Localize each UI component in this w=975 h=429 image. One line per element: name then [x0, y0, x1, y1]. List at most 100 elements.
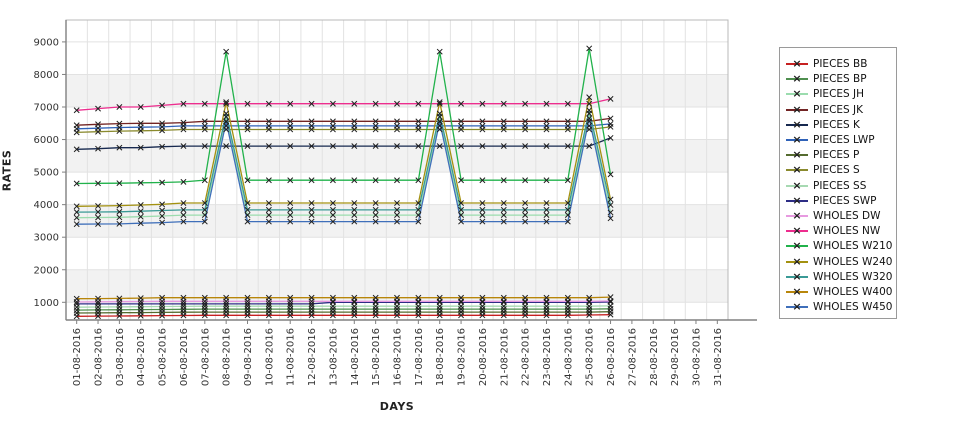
data-marker: [159, 207, 166, 214]
data-marker: [265, 177, 272, 184]
x-tick-label: 21-08-2016: [499, 328, 510, 386]
data-marker: [458, 309, 465, 316]
data-marker: [394, 100, 400, 107]
data-marker: [116, 300, 123, 307]
data-marker: [95, 145, 101, 152]
data-marker: [95, 214, 101, 221]
x-tick-label: 10-08-2016: [264, 328, 275, 386]
data-marker: [543, 100, 550, 107]
data-marker: [479, 299, 486, 306]
x-tick-label: 06-08-2016: [179, 328, 190, 386]
legend-line-marker-icon: ×: [786, 118, 808, 130]
legend-label: PIECES BP: [813, 73, 867, 86]
data-marker: [543, 143, 550, 150]
legend-label: WHOLES W450: [813, 301, 893, 314]
data-marker: [394, 126, 400, 133]
data-marker: [265, 218, 272, 225]
data-marker: [223, 99, 230, 106]
data-marker: [372, 309, 379, 316]
series-line-pieces-p: [76, 311, 611, 314]
data-marker: [265, 206, 272, 213]
data-marker: [308, 143, 315, 150]
data-marker: [95, 295, 101, 302]
legend-item-wholes-w240: × WHOLES W240: [786, 255, 892, 269]
x-tick-label: 11-08-2016: [286, 328, 297, 386]
data-marker: [415, 126, 422, 133]
data-marker: [522, 309, 529, 316]
data-marker: [500, 299, 507, 306]
data-marker: [500, 200, 507, 206]
legend-line-marker-icon: ×: [786, 225, 808, 237]
data-marker: [180, 300, 187, 307]
data-marker: [522, 218, 529, 225]
legend-line-marker-icon: ×: [786, 255, 808, 267]
legend-line-marker-icon: ×: [786, 270, 808, 282]
data-marker: [415, 200, 422, 206]
data-marker: [458, 218, 465, 225]
data-marker: [372, 206, 379, 213]
legend-line-marker-icon: ×: [786, 286, 808, 298]
data-marker: [564, 177, 571, 184]
data-marker: [201, 212, 208, 219]
data-marker: [223, 100, 230, 107]
legend-line-marker-icon: ×: [786, 58, 808, 70]
x-tick-label: 14-08-2016: [350, 328, 361, 386]
data-marker: [137, 300, 144, 307]
series-line-pieces-swp: [76, 301, 611, 305]
data-marker: [308, 206, 315, 213]
data-marker: [522, 212, 529, 219]
legend-item-pieces-ss: × PIECES SS: [786, 179, 866, 193]
data-marker: [265, 212, 272, 219]
data-marker: [415, 118, 422, 125]
data-marker: [586, 299, 593, 306]
data-marker: [394, 206, 400, 213]
data-marker: [564, 200, 571, 206]
series-line-pieces-s: [76, 126, 611, 134]
data-marker: [586, 115, 593, 122]
data-marker: [223, 110, 230, 117]
data-marker: [308, 200, 315, 206]
data-marker: [351, 206, 358, 213]
data-marker: [116, 144, 123, 151]
data-marker: [564, 212, 571, 219]
data-marker: [95, 202, 101, 209]
data-marker: [201, 309, 208, 316]
data-marker: [95, 221, 101, 227]
data-marker: [73, 107, 80, 114]
data-marker: [458, 126, 465, 133]
y-tick-label: 5000: [34, 168, 59, 179]
data-marker: [159, 179, 166, 186]
data-marker: [479, 206, 486, 213]
data-marker: [201, 118, 208, 125]
legend-item-pieces-bb: × PIECES BB: [786, 57, 867, 71]
data-marker: [436, 294, 443, 301]
x-tick-label: 17-08-2016: [414, 328, 425, 386]
data-marker: [351, 126, 358, 133]
data-marker: [180, 206, 187, 213]
data-marker: [223, 303, 230, 310]
data-marker: [116, 208, 123, 215]
data-marker: [564, 100, 571, 107]
x-tick-label: 07-08-2016: [200, 328, 211, 386]
data-marker: [543, 294, 550, 301]
data-marker: [308, 177, 315, 184]
x-axis-title: DAYS: [379, 400, 415, 413]
data-marker: [287, 294, 294, 301]
data-marker: [159, 143, 166, 150]
data-marker: [244, 143, 251, 150]
data-marker: [244, 303, 251, 310]
data-marker: [586, 100, 593, 107]
data-marker: [223, 300, 230, 307]
data-marker: [351, 143, 358, 150]
data-marker: [458, 212, 465, 219]
data-marker: [500, 294, 507, 301]
x-tick-label: 02-08-2016: [94, 328, 105, 386]
data-marker: [180, 303, 187, 310]
data-marker: [95, 309, 101, 316]
y-tick-label: 1000: [34, 298, 59, 309]
series-line-wholes-w400: [76, 296, 611, 300]
legend-label: PIECES JH: [813, 88, 865, 101]
data-marker: [265, 118, 272, 125]
data-marker: [564, 126, 571, 133]
